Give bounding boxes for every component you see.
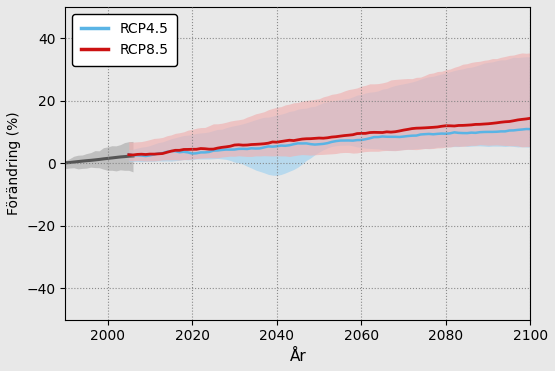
- Y-axis label: Förändring (%): Förändring (%): [7, 112, 21, 215]
- X-axis label: År: År: [290, 349, 306, 364]
- Legend: RCP4.5, RCP8.5: RCP4.5, RCP8.5: [72, 14, 177, 66]
